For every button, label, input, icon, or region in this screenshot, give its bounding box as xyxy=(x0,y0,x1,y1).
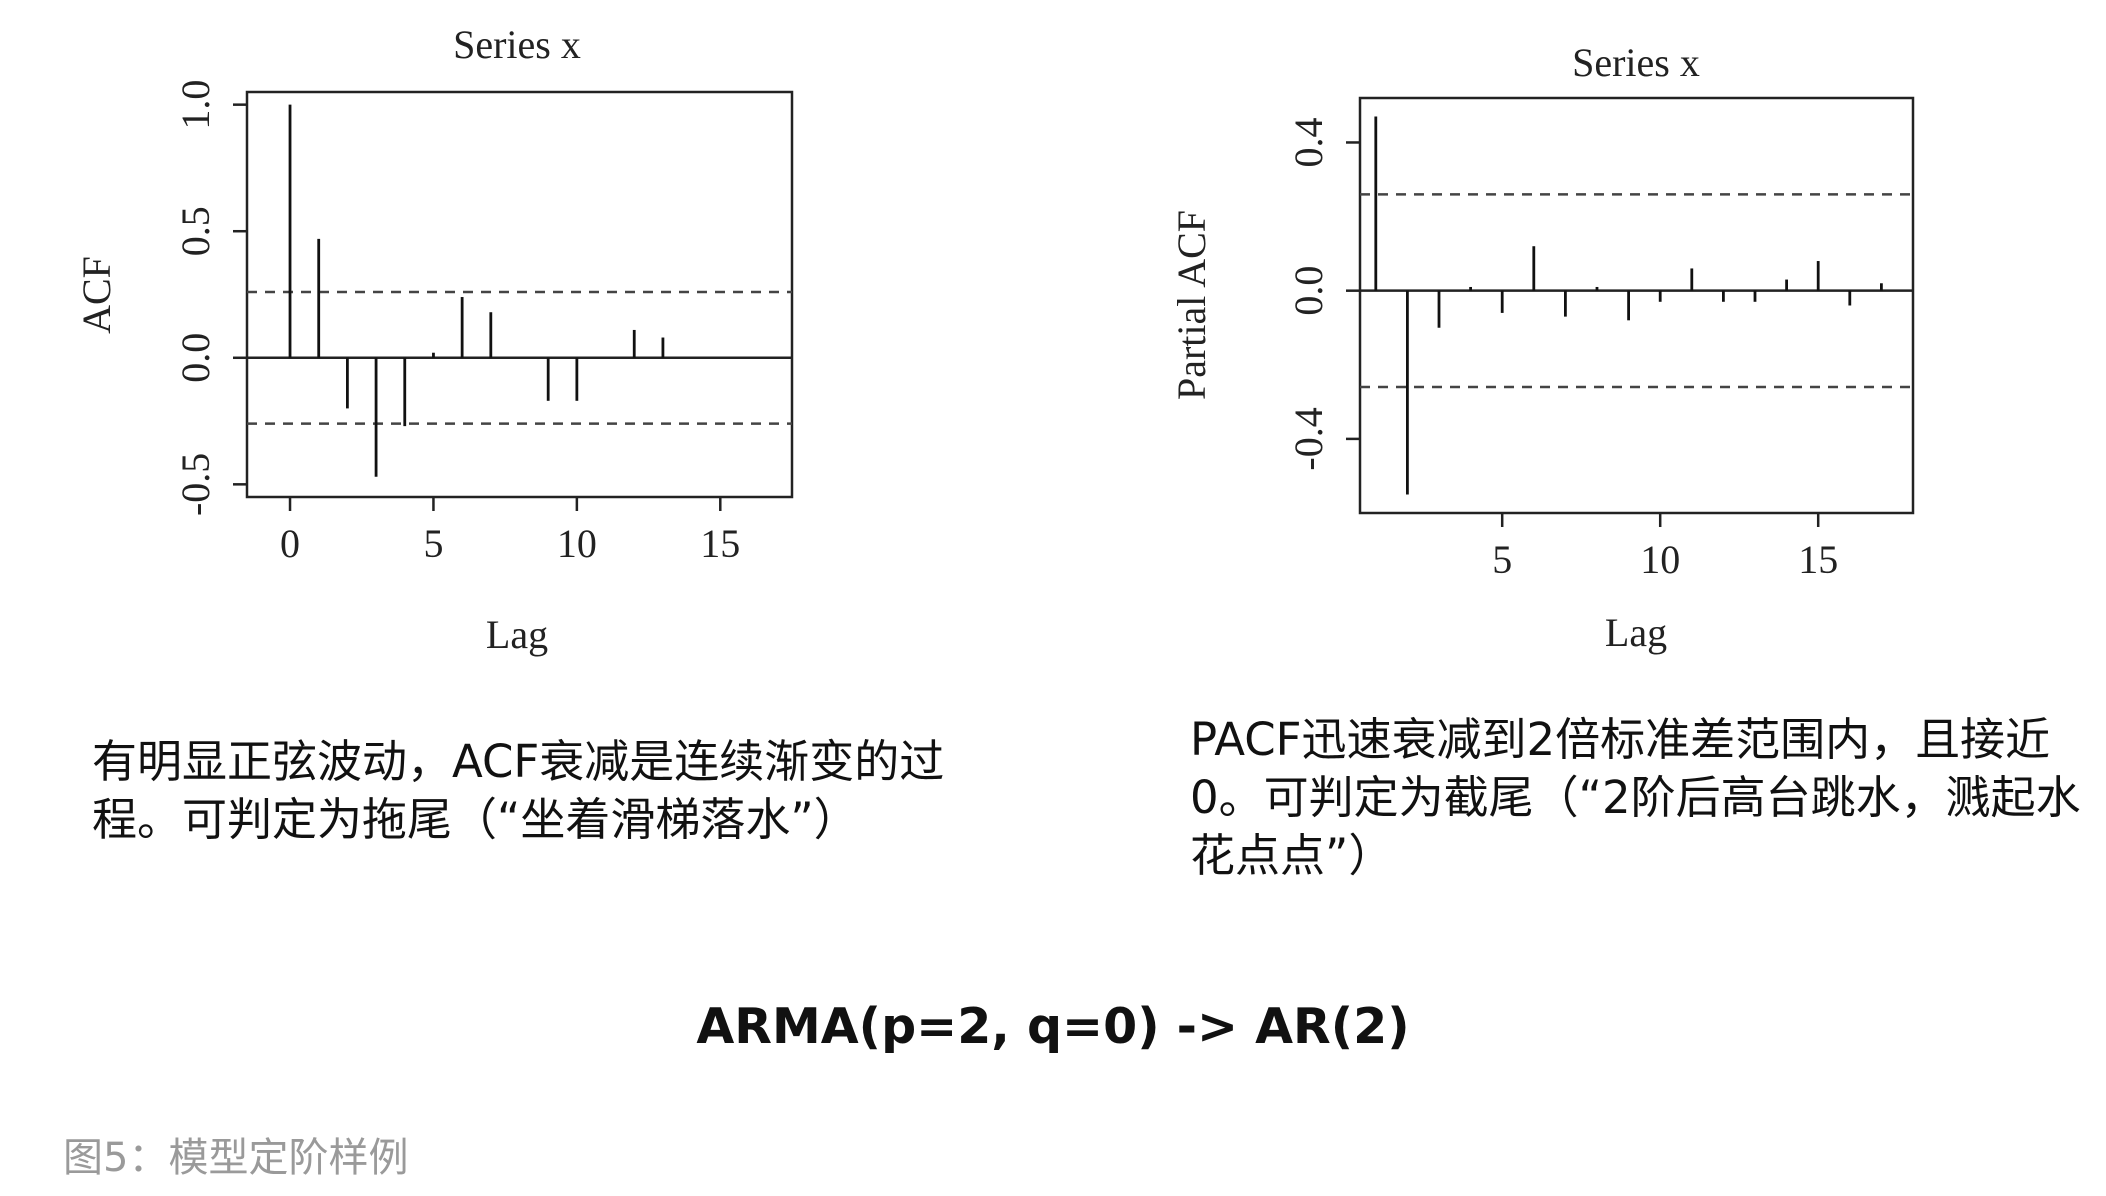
acf-description: 有明显正弦波动，ACF衰减是连续渐变的过程。可判定为拖尾（“坐着滑梯落水”） xyxy=(92,735,945,846)
pacf-y-tick-label: -0.4 xyxy=(1286,407,1331,470)
acf-chart: Series x 0 5 10 15 -0.5 0.0 0.5 1.0 Lag ACF xyxy=(74,22,794,657)
pacf-x-axis-label: Lag xyxy=(1605,610,1667,655)
acf-plot-frame xyxy=(245,90,794,499)
pacf-x-tick-label: 10 xyxy=(1640,537,1680,582)
acf-x-tick-label: 10 xyxy=(557,521,597,566)
acf-x-tick-label: 15 xyxy=(700,521,740,566)
acf-y-axis-label: ACF xyxy=(74,256,119,334)
pacf-x-tick-label: 5 xyxy=(1492,537,1512,582)
acf-y-tick-label: 0.5 xyxy=(173,206,218,256)
pacf-y-tick-label: 0.0 xyxy=(1286,266,1331,316)
model-conclusion: ARMA(p=2, q=0) -> AR(2) xyxy=(696,998,1410,1055)
pacf-plot-frame xyxy=(1358,96,1915,515)
acf-x-tick-label: 5 xyxy=(423,521,443,566)
pacf-x-tick-label: 15 xyxy=(1798,537,1838,582)
pacf-chart-title: Series x xyxy=(1572,40,1700,85)
acf-x-axis-label: Lag xyxy=(486,612,548,657)
figure-caption: 图5：模型定阶样例 xyxy=(63,1135,409,1181)
pacf-y-axis-label: Partial ACF xyxy=(1169,210,1214,400)
pacf-chart: Series x 5 10 15 -0.4 0.0 0.4 Lag Partial AC… xyxy=(1169,40,1915,655)
acf-chart-title: Series x xyxy=(453,22,581,67)
acf-x-tick-label: 0 xyxy=(280,521,300,566)
acf-y-tick-label: -0.5 xyxy=(173,453,218,516)
acf-y-tick-label: 0.0 xyxy=(173,333,218,383)
acf-y-tick-label: 1.0 xyxy=(173,80,218,130)
pacf-description: PACF迅速衰减到2倍标准差范围内，且接近0。可判定为截尾（“2阶后高台跳水，溅… xyxy=(1190,713,2081,882)
pacf-y-tick-label: 0.4 xyxy=(1286,117,1331,167)
